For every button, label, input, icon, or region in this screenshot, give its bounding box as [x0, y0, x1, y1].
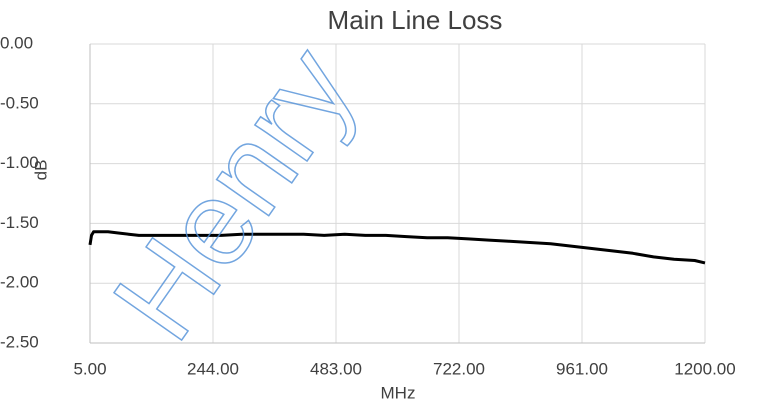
y-tick-label: -1.00 [0, 153, 39, 172]
plot-area: 0.00 -0.50 -1.00 -1.50 -2.00 -2.50 5.00 244.00 4… [0, 33, 736, 378]
x-tick-label: 244.00 [187, 359, 239, 378]
y-tick-label: 0.00 [0, 33, 33, 52]
x-tick-label: 722.00 [433, 359, 485, 378]
chart-title: Main Line Loss [328, 5, 503, 35]
y-tick-label: -2.50 [0, 332, 39, 351]
data-line [88, 230, 706, 265]
y-axis-label: dB [31, 160, 50, 181]
x-tick-label: 1200.00 [674, 359, 735, 378]
watermark: Henry [88, 24, 381, 363]
y-tick-label: -2.00 [0, 273, 39, 292]
x-tick-label: 483.00 [310, 359, 362, 378]
y-tick-label: -1.50 [0, 213, 39, 232]
x-tick-label: 5.00 [73, 359, 106, 378]
y-tick-label: -0.50 [0, 93, 39, 112]
x-axis-label: MHz [381, 383, 416, 402]
x-tick-label: 961.00 [556, 359, 608, 378]
